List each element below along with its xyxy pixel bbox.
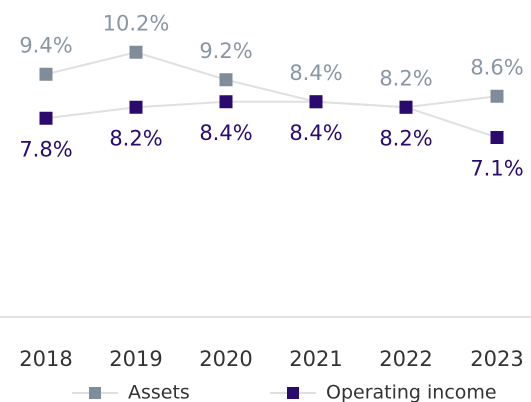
x-tick-label: 2019 (109, 347, 162, 371)
data-point (39, 111, 53, 125)
data-point (219, 73, 233, 87)
data-label: 8.6% (470, 55, 523, 79)
legend-marker (89, 387, 101, 399)
data-point (399, 100, 413, 114)
data-label: 8.4% (289, 61, 342, 85)
series-line (45, 51, 498, 109)
data-label: 9.4% (19, 33, 72, 57)
x-tick-label: 2020 (199, 347, 252, 371)
data-point (39, 67, 53, 81)
x-tick-label: 2018 (19, 347, 72, 371)
data-label: 7.8% (19, 137, 72, 161)
legend-label: Assets (128, 382, 190, 402)
data-label: 9.2% (199, 39, 252, 63)
series-line (45, 100, 498, 139)
data-label: 8.4% (289, 121, 342, 145)
data-label: 8.2% (379, 126, 432, 150)
data-point (129, 100, 143, 114)
x-tick-label: 2023 (470, 347, 523, 371)
legend-marker (287, 387, 299, 399)
x-tick-label: 2021 (289, 347, 342, 371)
data-point (490, 131, 504, 144)
data-label: 10.2% (103, 11, 170, 35)
data-label: 8.2% (379, 66, 432, 90)
data-point (219, 95, 233, 109)
data-point (309, 95, 323, 109)
data-label: 8.2% (109, 126, 162, 150)
data-point (490, 89, 504, 103)
data-point (129, 45, 143, 59)
legend-label: Operating income (326, 382, 497, 402)
data-label: 8.4% (199, 121, 252, 145)
data-label: 7.1% (470, 157, 523, 181)
x-tick-label: 2022 (379, 347, 432, 371)
